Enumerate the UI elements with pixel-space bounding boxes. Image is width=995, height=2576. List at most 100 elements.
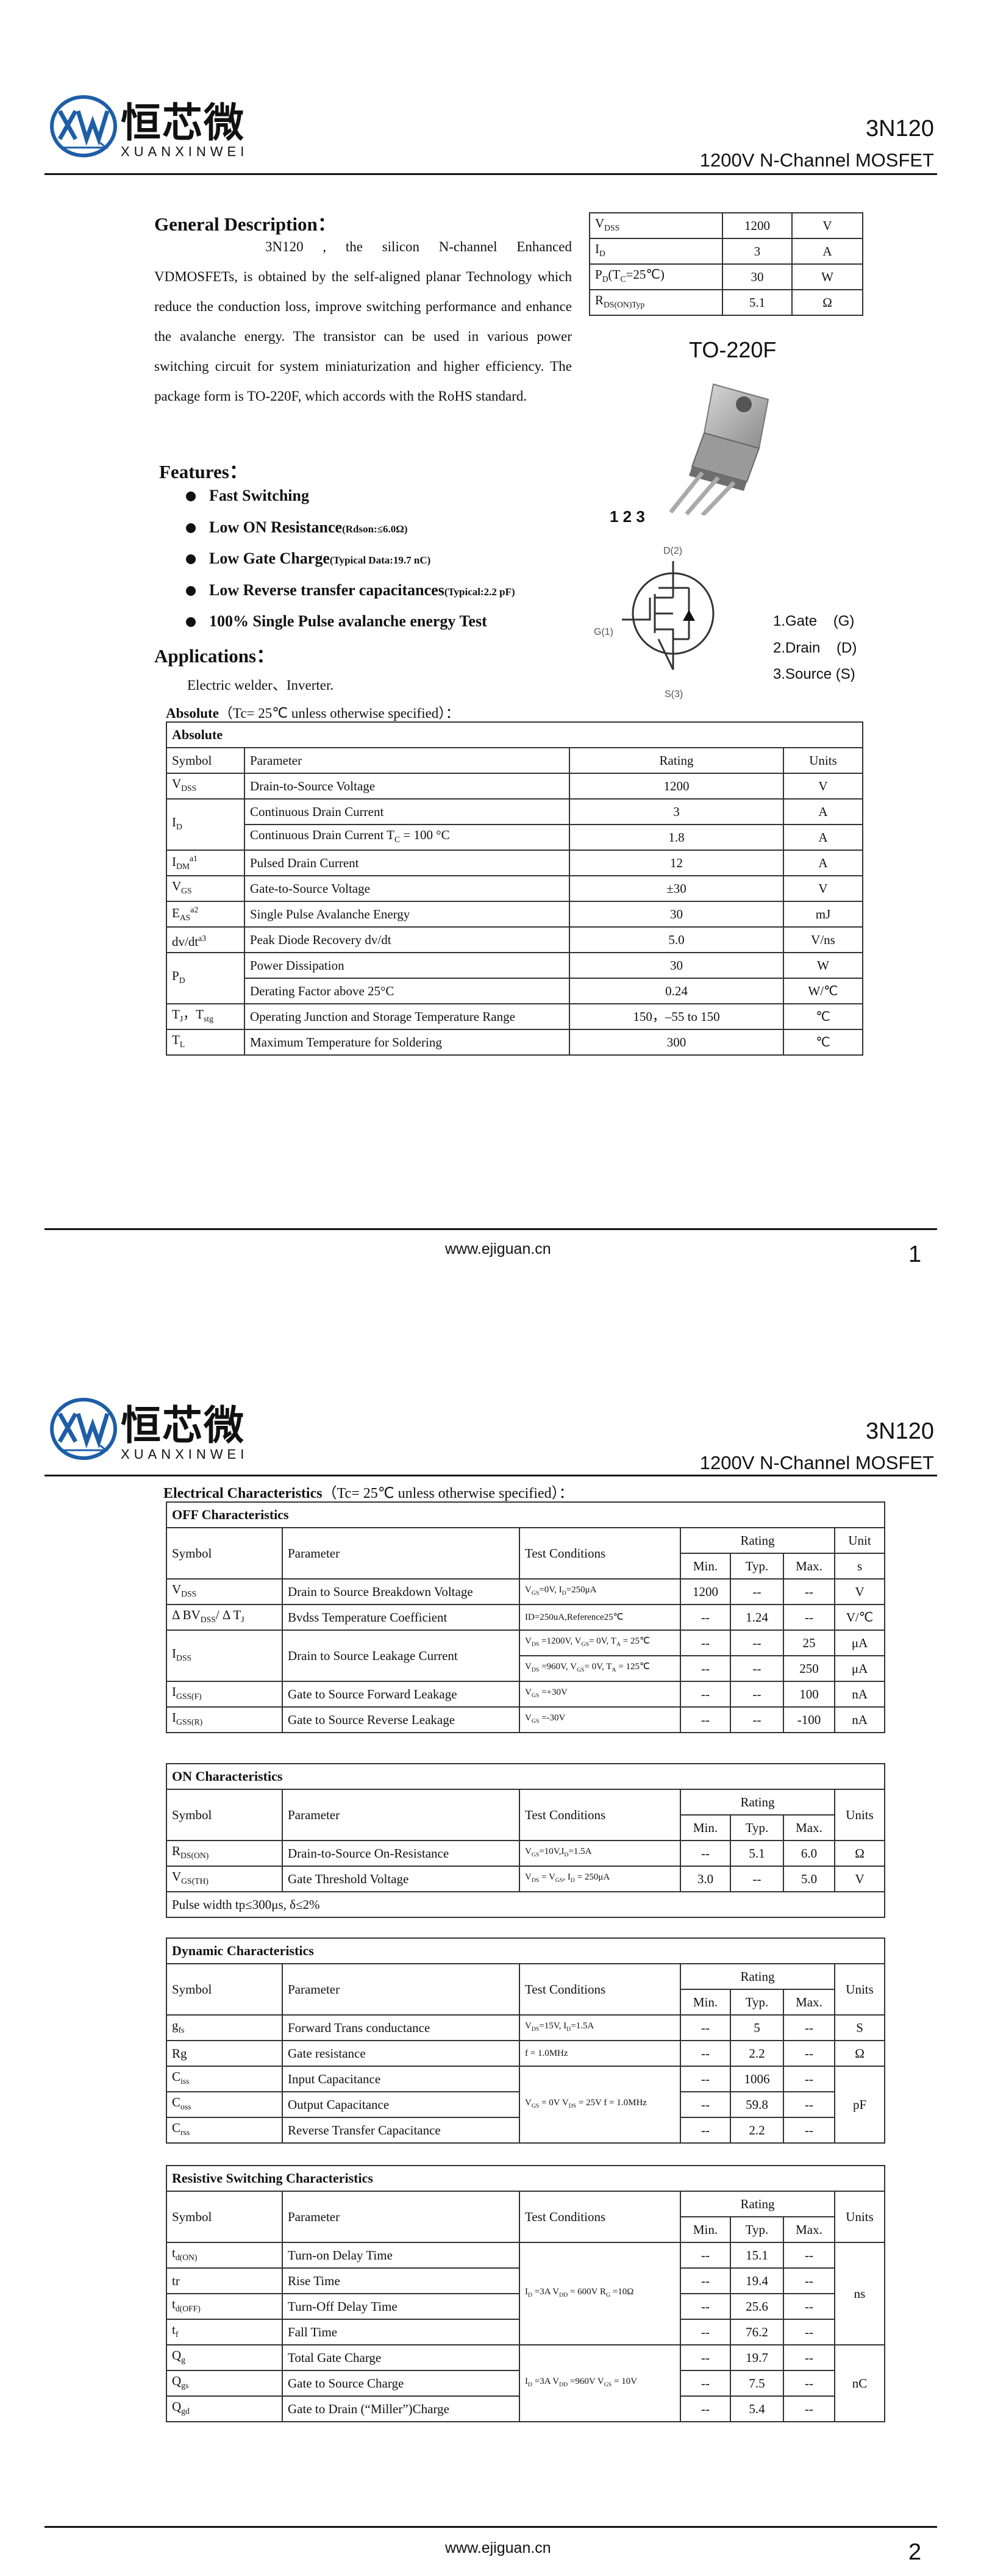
table-cell: 25 bbox=[783, 1630, 835, 1656]
bullet bbox=[186, 554, 196, 564]
pin-label: 2.Drain (D) bbox=[773, 639, 857, 656]
table-cell: -- bbox=[783, 2242, 835, 2269]
subscript: stg bbox=[203, 1014, 213, 1024]
section-title: General Description： bbox=[154, 213, 337, 235]
table-cell: Drain to Source Leakage Current bbox=[282, 1630, 520, 1682]
table-cell: 12 bbox=[569, 850, 784, 876]
table-cell: -- bbox=[730, 1706, 784, 1733]
subscript: J bbox=[179, 1014, 184, 1024]
table-cell: 7.5 bbox=[730, 2370, 784, 2397]
table-cell: W bbox=[783, 952, 863, 979]
table-row: td(OFF) Turn-Off Delay Time -- 25.6 -- bbox=[166, 2293, 885, 2320]
table-cell: V bbox=[783, 773, 863, 800]
table-cell: 6.0 bbox=[783, 1840, 835, 1867]
part-number: 3N120 bbox=[866, 1419, 934, 1444]
bullet bbox=[186, 523, 196, 533]
subscript: gd bbox=[181, 2406, 190, 2416]
table-cell: 1.24 bbox=[730, 1604, 784, 1631]
text-run: I bbox=[172, 854, 176, 870]
text-run: Continuous Drain Current T bbox=[250, 827, 395, 842]
subscript: GS bbox=[181, 886, 192, 896]
text-run: C bbox=[172, 2120, 181, 2135]
header-cell: Test Conditions bbox=[519, 2191, 681, 2243]
table-cell: -100 bbox=[783, 1706, 835, 1733]
table-cell: IDSS bbox=[166, 1630, 283, 1682]
logo-text: 恒芯微 bbox=[121, 1402, 245, 1449]
table-cell: Turn-on Delay Time bbox=[282, 2242, 520, 2269]
table-row: Symbol Parameter Rating Units bbox=[166, 747, 863, 774]
table-body: VDSS 1200 V ID 3 A PD(TC=25℃) 30 W RDS(ON)Typ 5.1 Ω bbox=[589, 212, 863, 316]
header-cell: Rating bbox=[569, 747, 784, 774]
superscript: a1 bbox=[189, 854, 198, 864]
text-run: Q bbox=[172, 2347, 182, 2363]
table-cell: V bbox=[833, 1866, 886, 1892]
subscript: DM bbox=[176, 862, 190, 871]
table-cell: ID =3A VDD = 600V RG =10Ω bbox=[519, 2242, 681, 2345]
table-cell: Peak Diode Recovery dv/dt bbox=[244, 926, 570, 953]
text-run: I bbox=[172, 1684, 176, 1699]
table-cell: Forward Trans conductance bbox=[282, 2014, 520, 2041]
table-cell: VDS = VGS, ID = 250μA bbox=[519, 1866, 681, 1892]
header-cell: Units bbox=[833, 1789, 886, 1841]
table-cell: -- bbox=[783, 2066, 835, 2092]
subscript: f bbox=[175, 2330, 179, 2339]
subscript: GS bbox=[531, 1852, 540, 1858]
table-body: OFF Characteristics Symbol Parameter Test C… bbox=[165, 1501, 886, 1733]
text-run: V bbox=[525, 1872, 532, 1882]
subscript: DS bbox=[531, 1667, 540, 1673]
table-cell: -- bbox=[680, 1681, 731, 1708]
page-number: 2 bbox=[908, 2539, 922, 2565]
bullet bbox=[186, 492, 196, 501]
table-cell: -- bbox=[783, 2014, 835, 2041]
table-cell: Rg bbox=[166, 2040, 283, 2067]
table-cell: Single Pulse Avalanche Energy bbox=[244, 901, 570, 928]
schematic-label: G(1) bbox=[594, 627, 613, 637]
text-run: =960V, V bbox=[539, 1662, 577, 1672]
table-cell: A bbox=[783, 850, 863, 876]
subscript: J bbox=[241, 1615, 244, 1625]
header-cell: Symbol bbox=[166, 2191, 283, 2243]
table-row: Min. Typ. Max. s bbox=[166, 1553, 886, 1580]
section-header: OFF Characteristics bbox=[165, 1501, 886, 1528]
subscript: iss bbox=[180, 2077, 190, 2086]
table-cell: Gate to Drain (“Miller”)Charge bbox=[282, 2395, 520, 2422]
header-cell: Units bbox=[783, 747, 863, 774]
text-run: I bbox=[172, 1645, 176, 1661]
table-cell: -- bbox=[783, 2395, 835, 2422]
section-header: Absolute bbox=[166, 721, 863, 748]
text-run: R bbox=[172, 1843, 181, 1858]
bullet bbox=[186, 585, 196, 596]
table-cell: dv/dta3 bbox=[166, 926, 245, 953]
table-cell: VGS=10V,ID=1.5A bbox=[519, 1840, 681, 1867]
text-run: V bbox=[525, 1687, 532, 1697]
table-cell: -- bbox=[783, 2344, 835, 2371]
table-row: TL Maximum Temperature for Soldering 300 ℃ bbox=[166, 1029, 863, 1056]
table-cell: 1200 bbox=[722, 212, 793, 239]
table-cell: 1.8 bbox=[569, 824, 784, 851]
text-run: =-30V bbox=[539, 1713, 566, 1723]
header-rule bbox=[45, 173, 937, 175]
table-row: TJ，Tstg Operating Junction and Storage Te… bbox=[166, 1003, 863, 1030]
subscript: GS bbox=[604, 2381, 612, 2388]
footer-url: www.ejiguan.cn bbox=[445, 2539, 551, 2556]
table-cell: ±30 bbox=[569, 875, 784, 902]
table-row: Derating Factor above 25°C 0.24 W/℃ bbox=[166, 978, 863, 1004]
subscript: D bbox=[176, 822, 182, 832]
package-name: TO-220F bbox=[689, 337, 777, 362]
table-cell: 5.1 bbox=[730, 1840, 784, 1867]
table-cell: Gate Threshold Voltage bbox=[282, 1866, 520, 1892]
table-cell: V bbox=[791, 212, 863, 239]
text-run: =1200V, V bbox=[539, 1636, 582, 1646]
table-row: Qg Total Gate Charge ID =3A VDD =960V VGS … bbox=[166, 2344, 886, 2422]
table-cell: Rise Time bbox=[282, 2267, 520, 2294]
text-run: t bbox=[172, 2296, 176, 2311]
text-run: = 25℃ bbox=[621, 1636, 650, 1646]
subscript: A bbox=[612, 1667, 616, 1673]
pin-list: 1.Gate (G) 2.Drain (D) 3.Source (S) bbox=[773, 608, 857, 688]
subscript: GS bbox=[581, 1641, 589, 1648]
text-run: =1.5A bbox=[568, 1847, 592, 1856]
logo-mark bbox=[50, 1398, 117, 1460]
table-cell: Bvdss Temperature Coefficient bbox=[282, 1604, 520, 1631]
subscript: DS bbox=[531, 2026, 540, 2033]
table-cell: -- bbox=[783, 1604, 835, 1631]
